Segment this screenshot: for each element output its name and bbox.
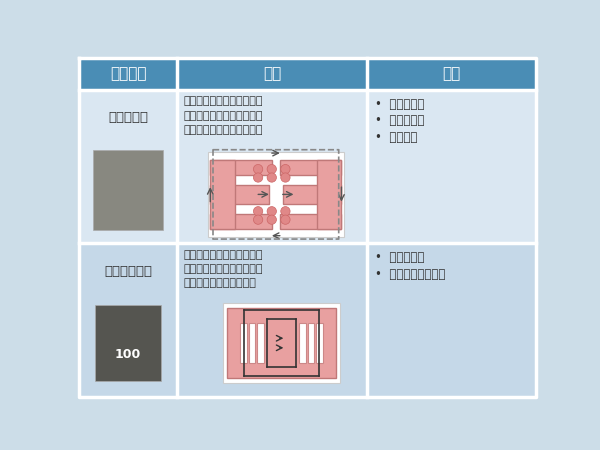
- Bar: [257, 323, 264, 363]
- Circle shape: [267, 173, 277, 182]
- Circle shape: [281, 173, 290, 182]
- Bar: [210, 160, 272, 175]
- Bar: [92, 150, 163, 230]
- Bar: [249, 323, 256, 363]
- Bar: [280, 214, 341, 229]
- Bar: [177, 90, 367, 243]
- Circle shape: [253, 215, 263, 224]
- Circle shape: [281, 164, 290, 174]
- Circle shape: [281, 215, 290, 224]
- Circle shape: [281, 207, 290, 216]
- Bar: [308, 323, 314, 363]
- Bar: [280, 160, 341, 175]
- Bar: [210, 185, 269, 204]
- Bar: [79, 58, 177, 90]
- Circle shape: [253, 207, 263, 216]
- Text: •  饱和特性差: • 饱和特性差: [374, 114, 424, 127]
- Text: 特点: 特点: [442, 67, 461, 81]
- Bar: [283, 185, 341, 204]
- Bar: [177, 243, 367, 396]
- Bar: [317, 160, 341, 229]
- Text: •  不太适合高频场合: • 不太适合高频场合: [374, 268, 445, 281]
- Bar: [367, 243, 536, 396]
- Bar: [316, 323, 323, 363]
- Bar: [227, 308, 335, 378]
- Text: •  饱和特性好: • 饱和特性好: [374, 251, 424, 264]
- Text: 一体成型电感: 一体成型电感: [104, 265, 152, 278]
- Bar: [223, 303, 340, 383]
- Circle shape: [267, 164, 277, 174]
- Bar: [241, 323, 247, 363]
- Bar: [367, 58, 536, 90]
- Circle shape: [253, 173, 263, 182]
- Bar: [299, 323, 305, 363]
- Text: 工型电感外加磁屏蔽层，磁
路主要由导磁材料构成，存
在少量暴露在空气中的漏磁: 工型电感外加磁屏蔽层，磁 路主要由导磁材料构成，存 在少量暴露在空气中的漏磁: [184, 96, 263, 135]
- Bar: [177, 58, 367, 90]
- Text: 绕组和导磁材料一次铸造而
成，磁路基本仅由导磁材料
构成，空气中的此漏很少: 绕组和导磁材料一次铸造而 成，磁路基本仅由导磁材料 构成，空气中的此漏很少: [184, 250, 263, 288]
- Text: •  高频特性好: • 高频特性好: [374, 98, 424, 111]
- Bar: [367, 90, 536, 243]
- Text: 100: 100: [115, 348, 141, 361]
- Circle shape: [267, 215, 277, 224]
- Bar: [79, 243, 177, 396]
- Text: 电感类型: 电感类型: [110, 67, 146, 81]
- Bar: [95, 305, 161, 381]
- Bar: [208, 152, 344, 237]
- Text: 结构: 结构: [263, 67, 281, 81]
- Bar: [210, 160, 235, 229]
- Bar: [210, 214, 272, 229]
- Text: •  价格较高: • 价格较高: [374, 131, 417, 144]
- Text: 半屏蔽电感: 半屏蔽电感: [108, 111, 148, 124]
- Circle shape: [267, 207, 277, 216]
- Bar: [79, 90, 177, 243]
- Circle shape: [253, 164, 263, 174]
